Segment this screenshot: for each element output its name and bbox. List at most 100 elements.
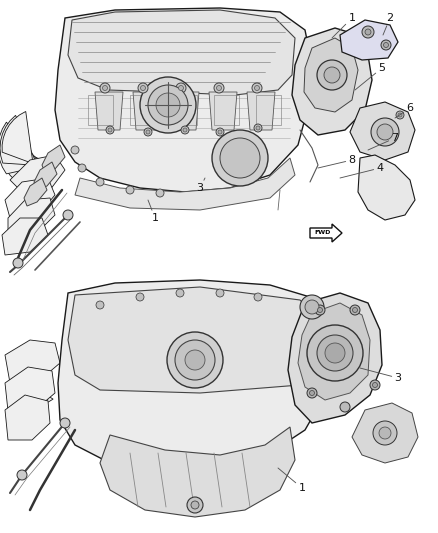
Polygon shape (100, 427, 295, 517)
Circle shape (187, 497, 203, 513)
Circle shape (102, 85, 107, 91)
Circle shape (176, 289, 184, 297)
Circle shape (96, 301, 104, 309)
Polygon shape (340, 20, 398, 60)
Circle shape (156, 189, 164, 197)
Circle shape (370, 380, 380, 390)
Text: 1: 1 (148, 200, 159, 223)
Polygon shape (5, 340, 60, 383)
Circle shape (254, 85, 259, 91)
Circle shape (140, 77, 196, 133)
Circle shape (373, 421, 397, 445)
Circle shape (315, 305, 325, 315)
Polygon shape (304, 38, 358, 112)
Circle shape (371, 118, 399, 146)
Polygon shape (298, 303, 370, 400)
Circle shape (305, 300, 319, 314)
Circle shape (156, 93, 180, 117)
Polygon shape (288, 293, 382, 423)
Circle shape (307, 388, 317, 398)
Circle shape (353, 308, 357, 312)
Polygon shape (0, 133, 47, 181)
Text: FWD: FWD (314, 230, 330, 236)
Circle shape (254, 124, 262, 132)
Circle shape (324, 67, 340, 83)
Circle shape (146, 130, 150, 134)
Polygon shape (10, 155, 65, 195)
Text: 8: 8 (318, 155, 356, 168)
Text: 2: 2 (383, 13, 394, 35)
Circle shape (379, 427, 391, 439)
Circle shape (185, 350, 205, 370)
Text: 1: 1 (332, 13, 356, 38)
Circle shape (216, 289, 224, 297)
Circle shape (13, 258, 23, 268)
Polygon shape (310, 224, 342, 242)
Circle shape (181, 126, 189, 134)
Polygon shape (171, 92, 199, 130)
Polygon shape (58, 280, 335, 470)
Text: 3: 3 (197, 178, 205, 193)
Circle shape (317, 60, 347, 90)
Polygon shape (5, 367, 55, 411)
Circle shape (310, 391, 314, 395)
Polygon shape (0, 115, 37, 165)
Circle shape (362, 26, 374, 38)
Circle shape (17, 470, 27, 480)
Circle shape (96, 178, 104, 186)
Text: 5: 5 (355, 63, 385, 90)
Circle shape (216, 85, 222, 91)
Circle shape (256, 126, 260, 130)
Polygon shape (5, 178, 55, 218)
Circle shape (212, 130, 268, 186)
Circle shape (141, 85, 145, 91)
Circle shape (179, 85, 184, 91)
Polygon shape (350, 102, 415, 160)
Polygon shape (13, 356, 43, 399)
Polygon shape (34, 162, 57, 190)
Polygon shape (68, 10, 295, 95)
Circle shape (318, 308, 322, 312)
Polygon shape (42, 145, 65, 173)
Polygon shape (247, 92, 275, 130)
Circle shape (300, 295, 324, 319)
Circle shape (214, 83, 224, 93)
Circle shape (63, 210, 73, 220)
Text: 1: 1 (278, 468, 305, 493)
Circle shape (381, 40, 391, 50)
Circle shape (126, 186, 134, 194)
Circle shape (191, 501, 199, 509)
Polygon shape (292, 28, 372, 135)
Circle shape (175, 340, 215, 380)
Polygon shape (95, 92, 123, 130)
Polygon shape (2, 218, 48, 255)
Polygon shape (75, 158, 295, 210)
Polygon shape (2, 144, 51, 184)
Circle shape (396, 111, 404, 119)
Polygon shape (5, 395, 50, 440)
Polygon shape (10, 362, 48, 407)
Circle shape (183, 128, 187, 132)
Polygon shape (2, 111, 33, 164)
Circle shape (138, 83, 148, 93)
Circle shape (384, 43, 389, 47)
Text: 4: 4 (340, 163, 384, 178)
Text: 6: 6 (395, 103, 413, 118)
Circle shape (100, 83, 110, 93)
Circle shape (254, 293, 262, 301)
Circle shape (148, 85, 188, 125)
Polygon shape (352, 403, 418, 463)
Polygon shape (55, 8, 310, 192)
Text: 7: 7 (368, 133, 399, 150)
Circle shape (176, 83, 186, 93)
Polygon shape (133, 92, 161, 130)
Polygon shape (13, 375, 53, 414)
Polygon shape (8, 198, 55, 238)
Circle shape (144, 128, 152, 136)
Circle shape (78, 164, 86, 172)
Circle shape (350, 305, 360, 315)
Circle shape (307, 325, 363, 381)
Circle shape (216, 128, 224, 136)
Circle shape (398, 113, 402, 117)
Circle shape (252, 83, 262, 93)
